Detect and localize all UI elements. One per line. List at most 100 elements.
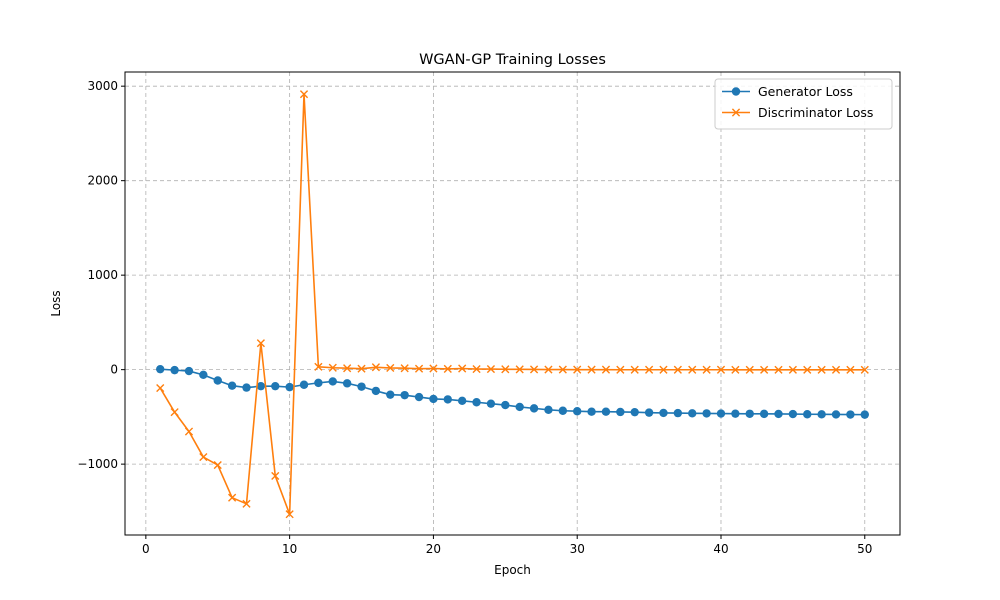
data-point	[645, 365, 654, 374]
data-point	[716, 409, 726, 418]
data-point	[429, 394, 438, 404]
data-point	[227, 381, 237, 390]
data-point	[529, 404, 539, 413]
data-point	[357, 364, 366, 373]
data-point	[688, 365, 697, 374]
data-point	[573, 407, 582, 416]
data-point	[616, 365, 625, 374]
legend: Generator Loss Discriminator Loss	[714, 78, 893, 130]
x-tick-label: 30	[570, 542, 585, 556]
data-point	[831, 365, 841, 374]
data-point	[788, 409, 798, 419]
data-point	[760, 365, 769, 374]
data-point	[156, 383, 165, 393]
data-point	[486, 364, 496, 374]
data-point	[486, 399, 496, 408]
data-point	[587, 407, 596, 416]
data-point	[314, 378, 323, 388]
axis-ticks: 0 10 20 30 40 50 −1000 0 1000 2000 3000	[77, 79, 872, 556]
legend-label: Generator Loss	[758, 84, 853, 99]
legend-marker	[731, 87, 741, 96]
data-point	[558, 365, 567, 374]
y-tick-label: −1000	[77, 457, 118, 471]
data-point	[400, 364, 409, 373]
data-point	[213, 460, 222, 470]
y-tick-label: 0	[110, 363, 118, 377]
legend-item: Generator Loss	[722, 84, 853, 99]
plot-series	[156, 90, 869, 519]
data-point	[774, 409, 783, 419]
data-point	[860, 410, 869, 419]
data-point	[630, 365, 639, 374]
data-point	[515, 402, 524, 412]
data-point	[774, 365, 783, 374]
data-point	[501, 400, 510, 410]
data-point	[386, 363, 395, 373]
data-point	[357, 382, 366, 391]
y-tick-label: 1000	[87, 268, 118, 282]
data-point	[846, 365, 855, 374]
data-point	[673, 408, 683, 418]
data-point	[242, 383, 251, 392]
series-line	[159, 93, 865, 516]
data-point	[817, 365, 826, 374]
data-point	[831, 410, 841, 419]
data-point	[184, 427, 194, 436]
data-point	[457, 396, 467, 406]
data-point	[342, 379, 352, 388]
data-point	[515, 365, 524, 374]
data-point	[688, 409, 697, 418]
data-point	[616, 407, 625, 417]
data-point	[788, 365, 797, 374]
data-point	[170, 365, 179, 375]
data-point	[587, 365, 596, 374]
data-point	[702, 409, 711, 418]
data-point	[414, 364, 424, 373]
data-point	[472, 398, 481, 407]
series-discriminator-loss	[156, 90, 869, 519]
x-axis-label: Epoch	[494, 563, 531, 577]
data-point	[285, 510, 294, 519]
x-tick-label: 40	[713, 542, 728, 556]
data-point	[731, 409, 740, 418]
data-point	[228, 493, 237, 502]
chart-title: WGAN-GP Training Losses	[419, 52, 606, 68]
data-point	[328, 363, 337, 372]
x-tick-label: 0	[142, 542, 150, 556]
data-point	[860, 365, 869, 374]
data-point	[156, 364, 165, 374]
data-point	[731, 365, 740, 374]
data-point	[544, 365, 553, 374]
data-point	[630, 407, 639, 417]
data-point	[817, 410, 826, 419]
data-point	[458, 364, 467, 373]
data-point	[213, 376, 222, 385]
data-point	[702, 365, 711, 374]
data-point	[716, 365, 726, 374]
data-point	[314, 362, 323, 371]
data-point	[601, 365, 611, 374]
data-point	[644, 408, 654, 417]
data-point	[759, 409, 769, 419]
data-point	[242, 499, 251, 508]
y-axis-label: Loss	[49, 290, 63, 316]
series-generator-loss	[156, 364, 869, 419]
y-tick-label: 2000	[87, 174, 118, 188]
data-point	[414, 392, 424, 402]
data-point	[256, 381, 266, 391]
data-point	[659, 365, 668, 374]
data-point	[299, 380, 309, 389]
legend-box	[714, 78, 893, 130]
data-point	[745, 365, 754, 374]
data-point	[443, 364, 452, 373]
legend-label: Discriminator Loss	[758, 105, 873, 120]
data-point	[472, 364, 481, 374]
data-point	[285, 382, 294, 392]
data-point	[573, 365, 582, 374]
data-point	[271, 471, 280, 481]
data-point	[803, 365, 812, 374]
data-point	[299, 90, 309, 99]
data-point	[386, 390, 395, 399]
data-point	[529, 365, 539, 374]
